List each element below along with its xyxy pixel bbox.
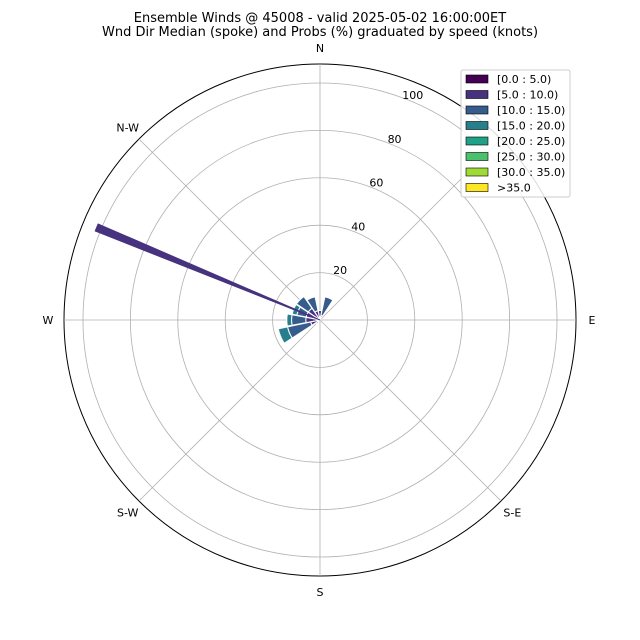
angular-gridline — [138, 138, 321, 321]
legend-box — [460, 69, 571, 198]
legend-label: [0.0 : 5.0) — [497, 73, 551, 86]
legend-swatch — [465, 136, 489, 146]
wind-bar-segment — [320, 296, 334, 317]
legend-swatch — [465, 105, 489, 115]
wind-bar-segment — [306, 296, 319, 313]
angular-gridline — [319, 319, 502, 502]
legend-swatch — [465, 167, 489, 177]
direction-label: S-E — [503, 506, 521, 519]
legend-label: >35.0 — [497, 182, 531, 195]
legend-label: [20.0 : 25.0) — [497, 135, 565, 148]
angular-gridline — [138, 319, 321, 502]
chart-title: Ensemble Winds @ 45008 - valid 2025-05-0… — [133, 11, 507, 26]
legend-label: [30.0 : 35.0) — [497, 166, 565, 179]
legend-label: [25.0 : 30.0) — [497, 151, 565, 164]
wind-bar-segment — [286, 313, 293, 327]
radial-tick-label: 100 — [402, 89, 423, 102]
direction-label: N-W — [116, 122, 139, 135]
direction-label: S-W — [117, 506, 139, 519]
legend-swatch — [465, 121, 489, 130]
wind-bar-segment — [295, 295, 313, 313]
wind-bar-segment — [277, 326, 293, 344]
radial-tick-label: 20 — [333, 264, 347, 277]
radial-tick-label: 80 — [388, 133, 402, 146]
legend-label: [5.0 : 10.0) — [497, 89, 558, 102]
chart-subtitle: Wnd Dir Median (spoke) and Probs (%) gra… — [101, 25, 539, 40]
legend-swatch — [465, 90, 489, 99]
median-spoke — [94, 223, 321, 321]
wind-bar-segment — [315, 319, 321, 325]
direction-label: E — [589, 314, 596, 327]
legend-swatch — [465, 183, 489, 192]
legend-label: [15.0 : 20.0) — [497, 120, 565, 133]
radial-tick-label: 60 — [369, 177, 383, 190]
legend-swatch — [465, 152, 489, 161]
direction-label: S — [317, 586, 324, 599]
direction-label: N — [316, 42, 324, 55]
legend-swatch — [465, 74, 489, 84]
radial-tick-label: 40 — [351, 220, 365, 233]
direction-label: W — [43, 314, 54, 327]
legend-label: [10.0 : 15.0) — [497, 104, 565, 117]
